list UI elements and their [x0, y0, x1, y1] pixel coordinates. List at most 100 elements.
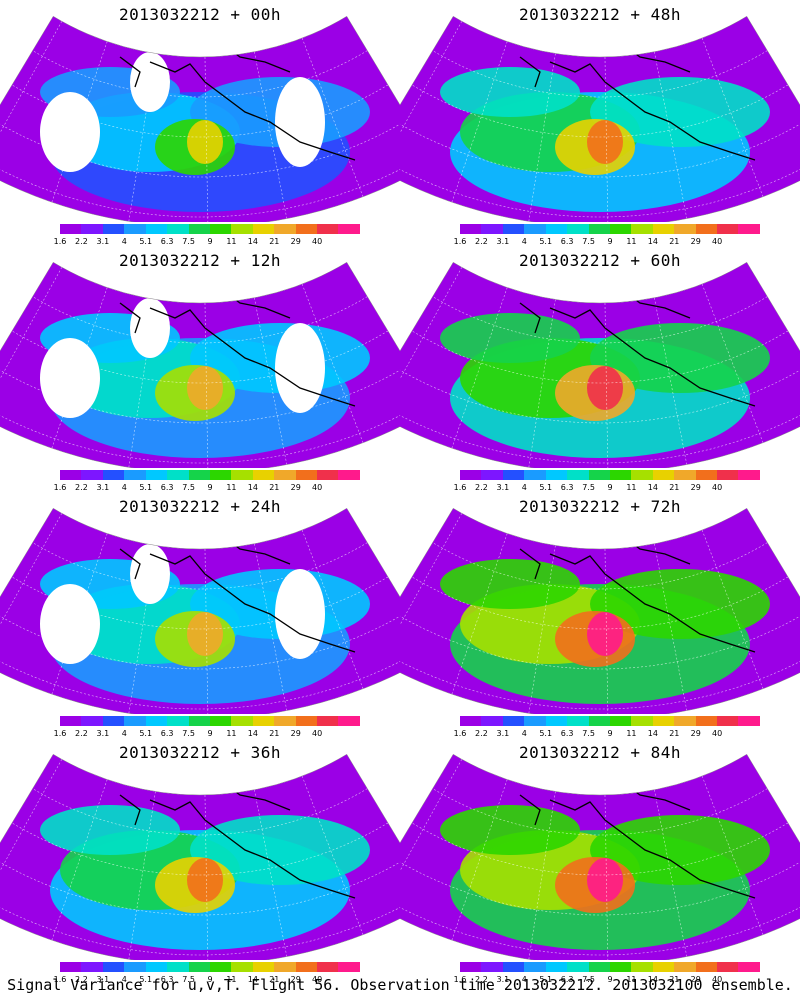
variance-map	[400, 507, 800, 714]
colorbar-swatch	[295, 470, 318, 480]
missing-data-area	[275, 569, 325, 659]
colorbar-swatch	[717, 224, 739, 234]
missing-data-area	[130, 544, 170, 604]
colorbar-swatch	[524, 224, 546, 234]
colorbar-tick-label: 3.1	[96, 729, 110, 738]
colorbar-tick-label: 29	[290, 237, 301, 246]
colorbar-swatch	[145, 962, 168, 972]
colorbar	[460, 716, 760, 726]
colorbar-tick-label: 1.6	[453, 237, 467, 246]
colorbar-swatch	[738, 962, 760, 972]
colorbar-swatch	[738, 470, 760, 480]
colorbar-swatch	[545, 224, 568, 234]
colorbar-swatch	[674, 716, 696, 726]
colorbar-tick-label: 9	[207, 975, 213, 984]
colorbar-swatch	[274, 716, 296, 726]
colorbar-ticks: 1.6 2.2 3.1 4 5.1 6.3 7.5 9 11 14 21 29 40	[54, 237, 360, 247]
colorbar-swatch	[231, 962, 253, 972]
colorbar-tick-label: 29	[690, 975, 701, 984]
variance-contour	[587, 858, 623, 902]
map-panel: 2013032212 + 36h 1.6 2.2 3.1 4 5.1 6.3 7.5 9 11 14…	[0, 740, 400, 985]
panel-title: 2013032212 + 24h	[118, 497, 282, 516]
colorbar-tick-label: 9	[607, 729, 613, 738]
colorbar-tick-label: 6.3	[160, 483, 174, 492]
colorbar-tick-label: 6.3	[160, 237, 174, 246]
colorbar-tick-label: 7.5	[182, 237, 195, 246]
colorbar-swatch	[567, 224, 589, 234]
variance-contour	[440, 313, 580, 363]
colorbar-swatch	[502, 470, 525, 480]
colorbar-swatch	[674, 224, 696, 234]
colorbar-swatch	[81, 716, 103, 726]
colorbar-swatch	[338, 470, 360, 480]
colorbar-swatch	[717, 962, 739, 972]
colorbar-tick-label: 29	[690, 729, 701, 738]
colorbar-swatch	[167, 470, 189, 480]
colorbar-swatch	[252, 716, 275, 726]
colorbar-swatch	[545, 962, 568, 972]
colorbar-swatch	[609, 962, 632, 972]
colorbar-swatch	[460, 962, 482, 972]
colorbar-tick-label: 5.1	[539, 483, 553, 492]
colorbar-swatch	[317, 716, 339, 726]
colorbar-tick-label: 21	[669, 237, 680, 246]
colorbar-swatch	[695, 224, 718, 234]
colorbar-tick-label: 4	[121, 237, 127, 246]
variance-map	[0, 507, 400, 714]
map-panel: 2013032212 + 72h 1.6 2.2 3.1 4 5.1 6.3 7.5 9 11 14…	[400, 494, 800, 739]
colorbar-tick-label: 14	[247, 729, 258, 738]
colorbar-swatch	[460, 470, 482, 480]
colorbar-swatch	[609, 470, 632, 480]
colorbar-swatch	[631, 962, 653, 972]
colorbar-swatch	[738, 224, 760, 234]
variance-map	[400, 261, 800, 468]
variance-contour	[590, 77, 770, 147]
colorbar-tick-label: 2.2	[75, 483, 88, 492]
colorbar-tick-label: 1.6	[453, 729, 467, 738]
colorbar-tick-label: 4	[121, 729, 127, 738]
colorbar-tick-label: 11	[626, 975, 637, 984]
colorbar-tick-label: 7.5	[582, 729, 595, 738]
colorbar-swatch	[81, 962, 103, 972]
colorbar-tick-label: 29	[690, 237, 701, 246]
colorbar-tick-label: 2.2	[75, 729, 88, 738]
variance-contour	[187, 858, 223, 902]
variance-map	[400, 753, 800, 960]
variance-contour	[590, 323, 770, 393]
colorbar-swatch	[338, 962, 360, 972]
missing-data-area	[275, 77, 325, 167]
colorbar-tick-label: 3.1	[496, 975, 510, 984]
colorbar-swatch	[652, 470, 675, 480]
colorbar-tick-label: 11	[226, 237, 237, 246]
colorbar-swatch	[502, 716, 525, 726]
colorbar-tick-label: 1.6	[53, 237, 67, 246]
variance-contour	[587, 612, 623, 656]
colorbar-ticks: 1.6 2.2 3.1 4 5.1 6.3 7.5 9 11 14 21 29 40	[54, 483, 360, 493]
colorbar-swatch	[567, 962, 589, 972]
colorbar-tick-label: 21	[269, 483, 280, 492]
colorbar-swatch	[274, 224, 296, 234]
colorbar-swatch	[695, 962, 718, 972]
colorbar-tick-label: 5.1	[539, 237, 553, 246]
colorbar-tick-label: 40	[712, 975, 723, 984]
colorbar-swatch	[652, 716, 675, 726]
colorbar-tick-label: 4	[521, 975, 527, 984]
colorbar-tick-label: 14	[647, 237, 658, 246]
colorbar-swatch	[124, 962, 146, 972]
colorbar-swatch	[102, 470, 125, 480]
colorbar-tick-label: 2.2	[75, 237, 88, 246]
colorbar-tick-label: 21	[669, 729, 680, 738]
colorbar-swatch	[588, 224, 610, 234]
colorbar-tick-label: 4	[521, 237, 527, 246]
colorbar-swatch	[145, 470, 168, 480]
colorbar-tick-label: 4	[521, 483, 527, 492]
panel-title: 2013032212 + 00h	[118, 5, 282, 24]
colorbar-tick-label: 6.3	[560, 237, 574, 246]
colorbar	[60, 962, 360, 972]
colorbar	[460, 470, 760, 480]
colorbar-tick-label: 3.1	[496, 237, 510, 246]
colorbar-swatch	[274, 470, 296, 480]
colorbar-tick-label: 2.2	[475, 729, 488, 738]
colorbar-tick-label: 21	[269, 729, 280, 738]
colorbar-tick-label: 14	[647, 729, 658, 738]
